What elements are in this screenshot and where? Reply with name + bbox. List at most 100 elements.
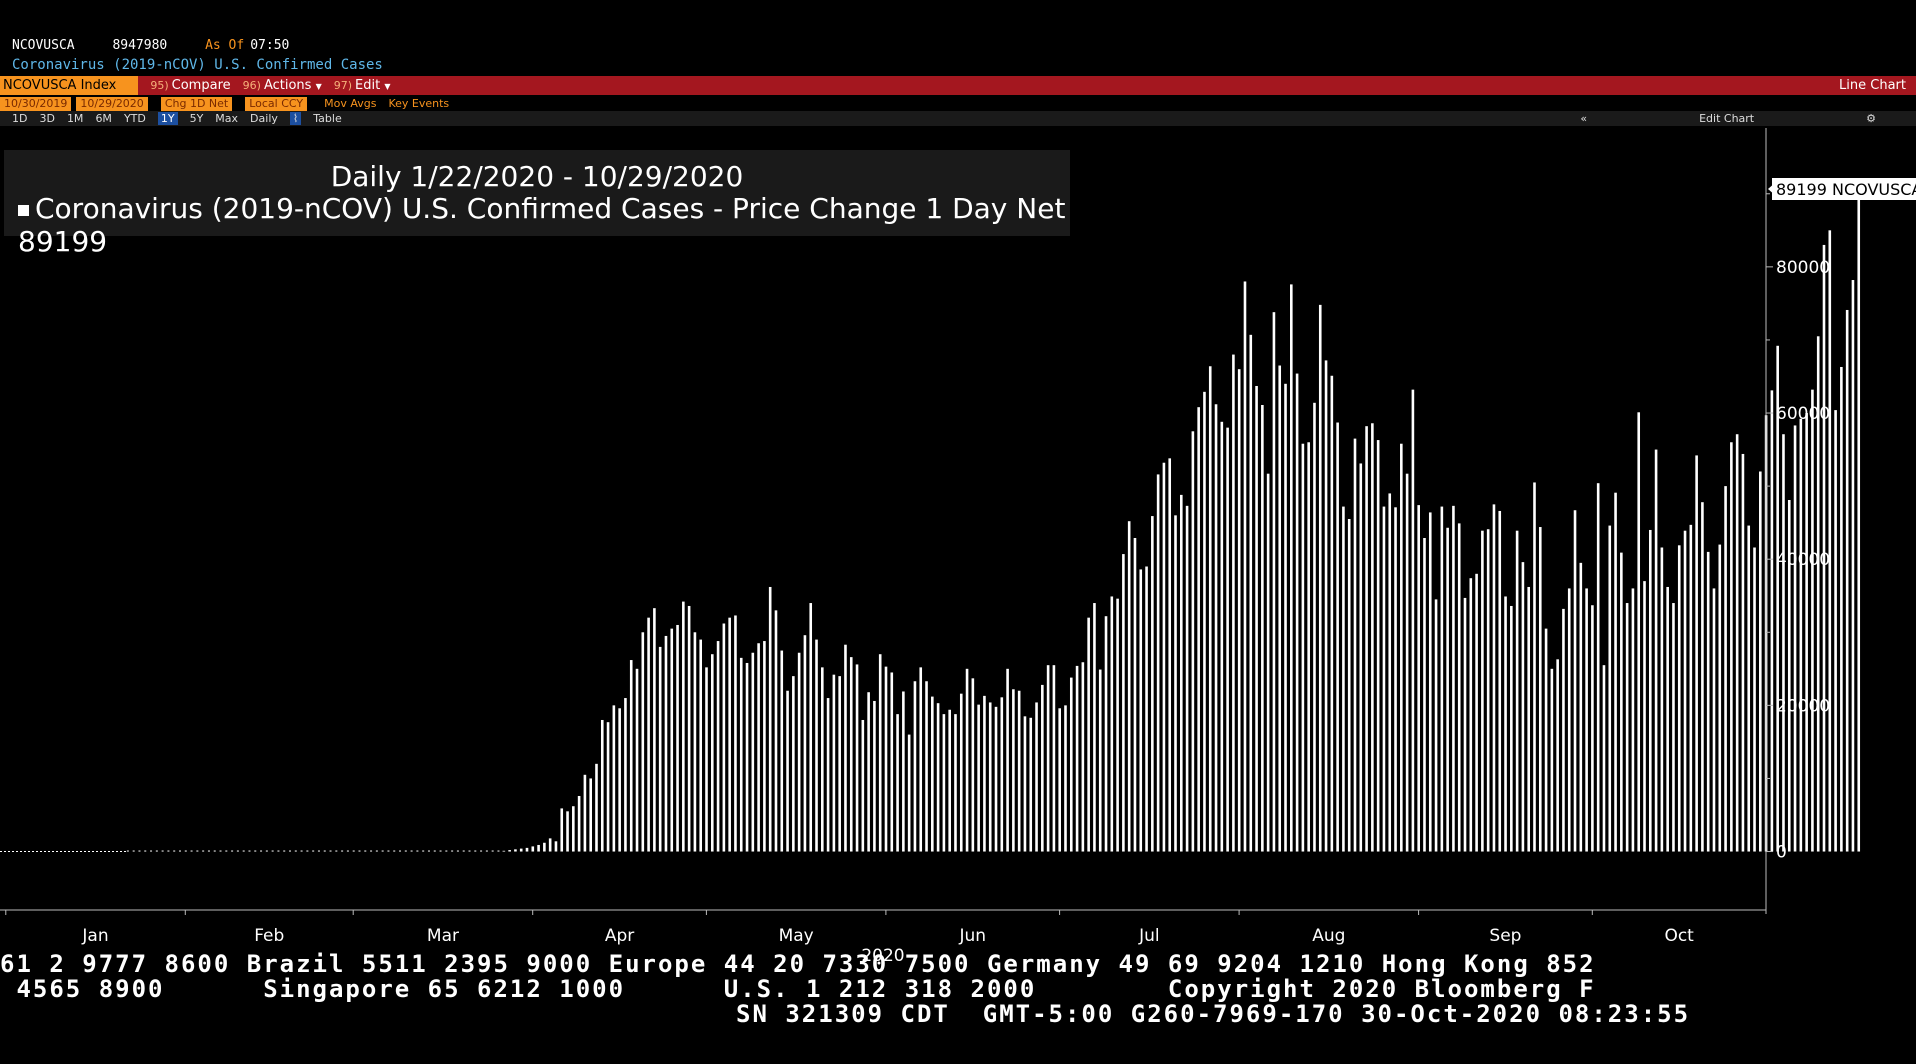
- bar: [1295, 373, 1299, 852]
- range-5y[interactable]: 5Y: [189, 112, 204, 125]
- bar: [1828, 230, 1832, 852]
- end-date-field[interactable]: 10/29/2020: [76, 96, 148, 111]
- range-6m[interactable]: 6M: [95, 112, 112, 125]
- chevron-down-icon: ▼: [384, 82, 391, 91]
- bar: [126, 850, 129, 852]
- bar: [335, 850, 338, 852]
- start-date-field[interactable]: 10/30/2019: [0, 96, 72, 111]
- bar: [1151, 516, 1154, 852]
- table-button[interactable]: Table: [313, 112, 342, 125]
- bar: [1411, 389, 1415, 852]
- bar: [399, 850, 402, 852]
- bar: [1313, 402, 1316, 852]
- security-field[interactable]: NCOVUSCA Index: [0, 76, 139, 95]
- bar: [589, 778, 592, 852]
- bar: [225, 850, 228, 852]
- bar: [1608, 525, 1612, 852]
- bar: [1318, 304, 1322, 852]
- bar: [1457, 523, 1461, 852]
- bar: [873, 700, 876, 852]
- bar: [971, 678, 975, 852]
- bar: [1179, 494, 1183, 852]
- bar: [231, 850, 234, 852]
- bar: [445, 850, 448, 852]
- footer-line-3: SN 321309 CDT GMT-5:00 G260-7969-170 30-…: [736, 1000, 1691, 1028]
- mov-avgs-toggle[interactable]: Mov Avgs: [324, 97, 377, 110]
- bar: [687, 605, 691, 852]
- bar: [1029, 717, 1033, 852]
- x-tick-label: May: [779, 926, 814, 946]
- bar: [416, 850, 419, 852]
- range-1m[interactable]: 1M: [66, 112, 84, 125]
- bar: [1052, 665, 1056, 852]
- bar: [1452, 505, 1455, 852]
- range-1y[interactable]: 1Y: [157, 112, 178, 125]
- bar: [1486, 529, 1490, 852]
- bar: [664, 635, 668, 852]
- bar: [306, 850, 309, 852]
- bar: [196, 850, 199, 852]
- x-tick-label: Apr: [605, 926, 634, 946]
- actions-button[interactable]: 96) Actions ▼: [243, 78, 322, 93]
- bar: [878, 654, 882, 852]
- edit-chart-button[interactable]: Edit Chart: [1699, 112, 1755, 125]
- period-selector[interactable]: Daily: [250, 112, 278, 125]
- bar: [265, 850, 268, 852]
- bar: [346, 850, 349, 852]
- bar: [543, 842, 546, 852]
- key-events-toggle[interactable]: Key Events: [388, 97, 450, 110]
- chart-style-icon[interactable]: ⌇: [289, 112, 302, 125]
- bar: [1845, 309, 1849, 852]
- range-3d[interactable]: 3D: [39, 112, 55, 125]
- bar: [1689, 524, 1693, 852]
- bar: [1620, 552, 1623, 852]
- gear-icon[interactable]: ⚙: [1866, 112, 1876, 125]
- bar: [144, 850, 147, 852]
- bar: [867, 692, 870, 852]
- actions-label: Actions: [263, 78, 312, 93]
- bar: [271, 850, 274, 852]
- bar: [433, 850, 436, 852]
- bar: [462, 850, 465, 852]
- bar: [294, 850, 297, 852]
- edit-button[interactable]: 97) Edit ▼: [334, 78, 391, 93]
- bar: [792, 676, 795, 852]
- chart-type-label[interactable]: Line Chart: [1839, 78, 1906, 93]
- bar: [1643, 581, 1646, 852]
- bar: [693, 632, 697, 852]
- security-description: Coronavirus (2019-nCOV) U.S. Confirmed C…: [12, 57, 383, 73]
- bar: [260, 850, 263, 852]
- compare-button[interactable]: 95) Compare: [150, 78, 230, 93]
- bar: [1857, 199, 1861, 852]
- bar: [1492, 504, 1496, 852]
- bar: [1672, 603, 1675, 852]
- last-value-box: [1772, 178, 1916, 200]
- range-max[interactable]: Max: [215, 112, 239, 125]
- bar: [1272, 312, 1276, 852]
- bar: [167, 850, 170, 852]
- bar: [618, 708, 621, 852]
- range-1d[interactable]: 1D: [12, 112, 28, 125]
- bar: [277, 850, 280, 852]
- bar: [1342, 506, 1345, 852]
- legend-entry-text: Coronavirus (2019-nCOV) U.S. Confirmed C…: [18, 192, 1066, 258]
- bar: [1787, 499, 1791, 852]
- bar: [583, 774, 587, 852]
- currency-selector[interactable]: Local CCY: [245, 96, 308, 111]
- bar: [1463, 597, 1467, 852]
- field-selector[interactable]: Chg 1D Net: [160, 96, 233, 111]
- bar: [821, 667, 824, 852]
- bar: [1434, 599, 1438, 852]
- collapse-button[interactable]: «: [1580, 112, 1588, 125]
- bar: [595, 763, 598, 852]
- bar: [1614, 492, 1617, 852]
- bar: [1631, 588, 1635, 852]
- x-year-label: 2020: [861, 946, 904, 966]
- range-ytd[interactable]: YTD: [123, 112, 146, 125]
- bar: [1770, 390, 1774, 852]
- bar: [1290, 284, 1293, 852]
- actions-num: 96): [242, 79, 261, 92]
- bar: [1602, 665, 1606, 852]
- bar: [1006, 668, 1009, 852]
